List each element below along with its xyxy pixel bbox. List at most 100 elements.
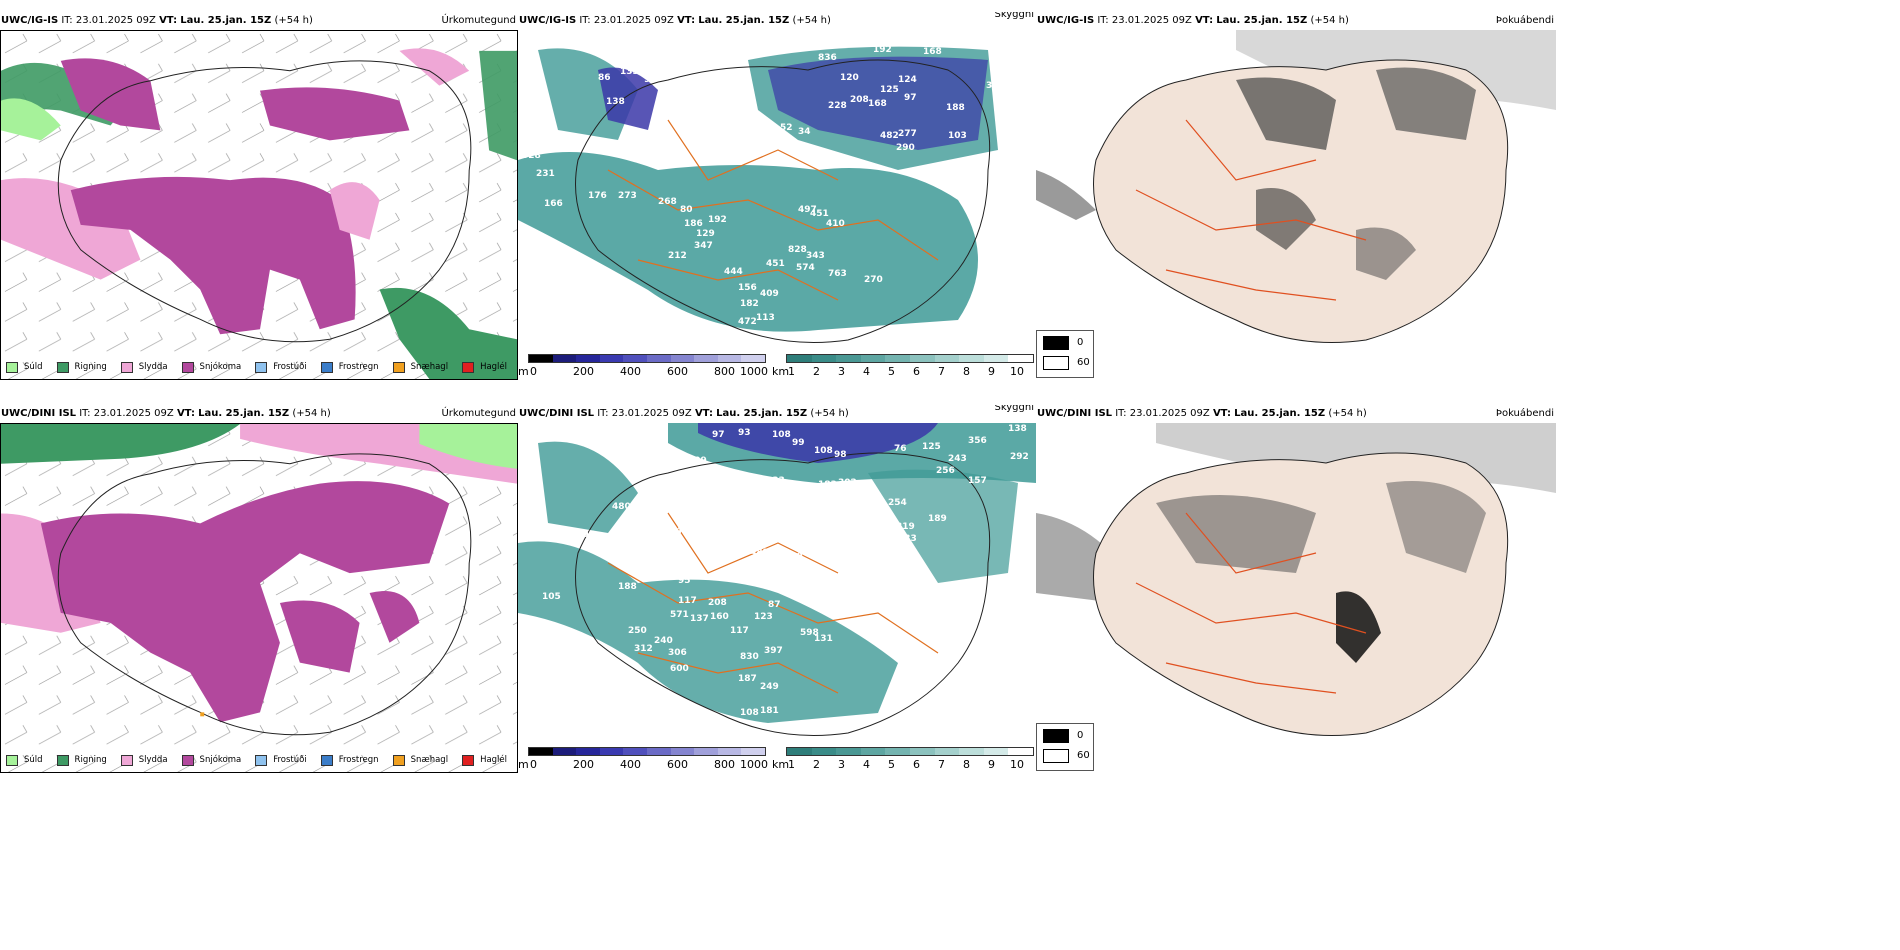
svg-text:106: 106 <box>724 103 743 113</box>
visibility-unit: km <box>772 365 790 378</box>
cloud-base-scale: m 0 200 400 600 800 1000 <box>518 354 768 380</box>
panel-header: UWC/IG-IS IT: 23.01.2025 09Z VT: Lau. 25… <box>518 12 1036 30</box>
cloud-base-labels: 97 93 108 99 108 98 76 125 138 356 243 2… <box>522 424 1029 718</box>
fog-index-map <box>1036 30 1556 380</box>
model-name: UWC/IG-IS <box>1 15 59 26</box>
svg-text:132: 132 <box>658 484 677 494</box>
snow-area-main <box>40 481 450 723</box>
iceland-coastline <box>57 60 472 343</box>
svg-text:231: 231 <box>536 169 555 179</box>
svg-text:76: 76 <box>894 444 907 454</box>
svg-text:830: 830 <box>740 652 759 662</box>
fog-legend: 0 60 <box>1036 330 1094 378</box>
svg-text:34: 34 <box>798 127 811 137</box>
precip-legend: Súld Rigning Slydda Snjókoma Frostúði Fr… <box>6 358 518 376</box>
svg-text:207: 207 <box>618 460 637 470</box>
svg-text:176: 176 <box>588 191 607 201</box>
svg-text:233: 233 <box>766 476 785 486</box>
svg-text:168: 168 <box>868 99 887 109</box>
svg-text:137: 137 <box>690 614 709 624</box>
svg-text:105: 105 <box>542 592 561 602</box>
svg-text:54: 54 <box>654 125 667 135</box>
panel-header: UWC/DINI ISL IT: 23.01.2025 09Z VT: Lau.… <box>0 405 518 423</box>
svg-text:87: 87 <box>768 600 781 610</box>
svg-text:208: 208 <box>850 95 869 105</box>
lead-time: (+54 h) <box>274 15 313 26</box>
svg-text:86: 86 <box>598 73 611 83</box>
svg-text:212: 212 <box>668 251 687 261</box>
low-cloud-area <box>598 67 658 130</box>
svg-text:292: 292 <box>1010 452 1029 462</box>
svg-text:138: 138 <box>1008 424 1027 434</box>
precip-type-panel-top: UWC/IG-IS IT: 23.01.2025 09Z VT: Lau. 25… <box>0 12 518 380</box>
svg-text:83: 83 <box>818 600 831 610</box>
svg-text:119: 119 <box>648 458 667 468</box>
svg-text:836: 836 <box>818 53 837 63</box>
svg-text:335: 335 <box>904 590 923 600</box>
precip-type-panel-bottom: UWC/DINI ISL IT: 23.01.2025 09Z VT: Lau.… <box>0 405 518 773</box>
cloud-base-scale: m 0 200 400 600 800 1000 <box>518 747 768 773</box>
svg-text:293: 293 <box>910 606 929 616</box>
svg-text:113: 113 <box>756 313 775 323</box>
svg-text:763: 763 <box>828 269 847 279</box>
svg-text:97: 97 <box>904 93 917 103</box>
visibility-panel-top: UWC/IG-IS IT: 23.01.2025 09Z VT: Lau. 25… <box>518 12 1036 380</box>
svg-text:120: 120 <box>840 73 859 83</box>
svg-text:451: 451 <box>810 209 829 219</box>
svg-text:188: 188 <box>946 103 965 113</box>
svg-text:254: 254 <box>888 498 907 508</box>
panel-header: UWC/DINI ISL IT: 23.01.2025 09Z VT: Lau.… <box>1036 405 1556 423</box>
sleet-area-ne <box>399 48 470 86</box>
svg-text:600: 600 <box>670 664 689 674</box>
panel-title: Úrkomutegund <box>441 15 516 26</box>
low-visibility-area <box>518 152 978 332</box>
rain-area-ne <box>479 50 517 161</box>
svg-text:52: 52 <box>780 123 793 133</box>
svg-text:277: 277 <box>898 129 917 139</box>
svg-text:315: 315 <box>986 81 1005 91</box>
precip-legend: Súld Rigning Slydda Snjókoma Frostúði Fr… <box>6 751 518 769</box>
svg-text:182: 182 <box>740 299 759 309</box>
cloud-base-unit: m <box>518 365 529 378</box>
svg-text:255: 255 <box>852 566 871 576</box>
svg-text:159: 159 <box>764 506 783 516</box>
panel-title: Skyggni <box>994 12 1034 20</box>
svg-text:451: 451 <box>766 259 785 269</box>
svg-text:497: 497 <box>798 205 817 215</box>
svg-text:528: 528 <box>522 151 541 161</box>
fog-legend: 0 60 <box>1036 723 1094 771</box>
svg-text:356: 356 <box>968 436 987 446</box>
svg-text:125: 125 <box>922 442 941 452</box>
svg-text:397: 397 <box>764 646 783 656</box>
svg-text:109: 109 <box>688 456 707 466</box>
svg-text:124: 124 <box>898 75 917 85</box>
svg-text:192: 192 <box>873 45 892 55</box>
svg-text:447: 447 <box>676 526 695 536</box>
svg-text:240: 240 <box>654 636 673 646</box>
svg-text:489: 489 <box>750 548 769 558</box>
snow-area-main <box>70 176 356 335</box>
visibility-map: 836 192 208 168 111 112 315 90 98 135 86… <box>518 30 1036 356</box>
panel-title: Úrkomutegund <box>441 408 516 419</box>
svg-text:90: 90 <box>854 526 867 536</box>
svg-text:90: 90 <box>1010 83 1023 93</box>
svg-text:80: 80 <box>680 205 693 215</box>
svg-text:205: 205 <box>576 530 595 540</box>
svg-text:270: 270 <box>864 275 883 285</box>
visibility-map: 97 93 108 99 108 98 76 125 138 356 243 2… <box>518 423 1036 749</box>
svg-text:157: 157 <box>968 476 987 486</box>
visibility-scale: km 1 2 3 4 5 6 7 8 9 10 <box>772 354 1036 380</box>
svg-text:571: 571 <box>670 610 689 620</box>
svg-text:222: 222 <box>640 562 659 572</box>
svg-text:166: 166 <box>544 199 563 209</box>
svg-text:98: 98 <box>644 75 657 85</box>
svg-text:95: 95 <box>678 576 691 586</box>
svg-text:533: 533 <box>898 534 917 544</box>
svg-text:868: 868 <box>522 528 541 538</box>
svg-text:279: 279 <box>784 552 803 562</box>
svg-text:108: 108 <box>740 708 759 718</box>
svg-text:97: 97 <box>712 430 725 440</box>
svg-text:111: 111 <box>1010 39 1029 49</box>
svg-text:828: 828 <box>788 245 807 255</box>
svg-text:181: 181 <box>760 706 779 716</box>
